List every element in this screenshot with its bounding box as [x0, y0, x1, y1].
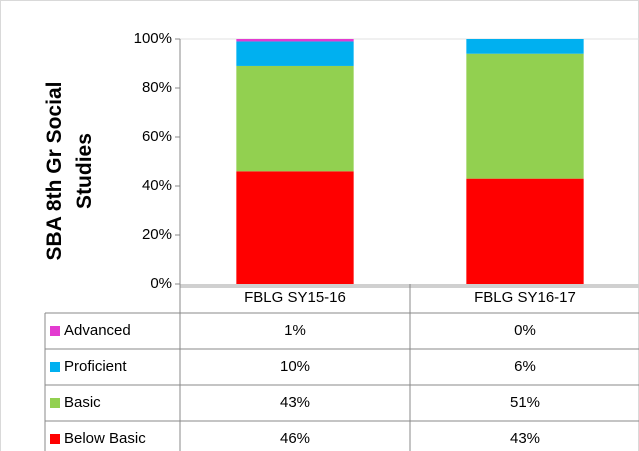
y-axis-label: SBA 8th Gr Social Studies — [43, 81, 96, 261]
bar-segment — [466, 53, 584, 179]
bar-segment — [236, 65, 354, 172]
table-value: 46% — [280, 430, 310, 447]
category-label: FBLG SY16-17 — [474, 289, 576, 306]
table-value: 1% — [284, 322, 306, 339]
category-label: FBLG SY15-16 — [244, 289, 346, 306]
bar-segment — [466, 178, 584, 284]
legend-swatch — [50, 326, 60, 336]
table-value: 51% — [510, 394, 540, 411]
y-tick-label: 0% — [150, 275, 172, 292]
table-value: 0% — [514, 322, 536, 339]
legend-label: Advanced — [64, 322, 131, 339]
legend-swatch — [50, 434, 60, 444]
legend-label: Proficient — [64, 358, 127, 375]
legend-label: Basic — [64, 394, 101, 411]
y-tick-label: 20% — [142, 226, 172, 243]
bar-segment — [466, 39, 584, 54]
bar-segment — [236, 39, 354, 42]
table-value: 6% — [514, 358, 536, 375]
table-value: 43% — [280, 394, 310, 411]
legend-swatch — [50, 362, 60, 372]
y-tick-label: 40% — [142, 177, 172, 194]
table-value: 10% — [280, 358, 310, 375]
y-tick-label: 60% — [142, 128, 172, 145]
legend-swatch — [50, 398, 60, 408]
table-value: 43% — [510, 430, 540, 447]
legend-label: Below Basic — [64, 430, 146, 447]
y-tick-label: 80% — [142, 79, 172, 96]
y-tick-label: 100% — [134, 30, 172, 47]
bar-segment — [236, 171, 354, 284]
bar-segment — [236, 41, 354, 66]
